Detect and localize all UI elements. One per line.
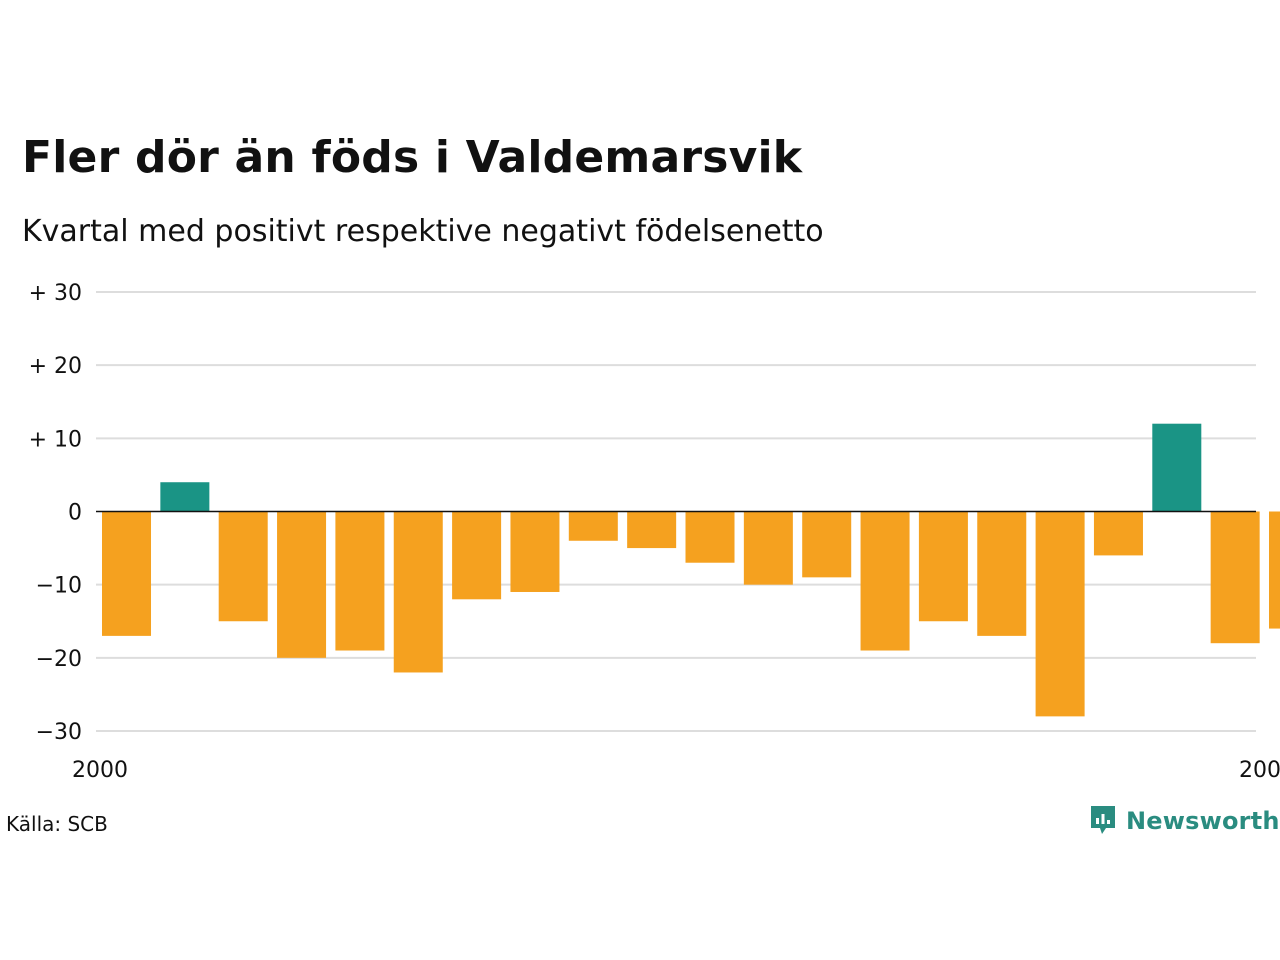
bar <box>393 511 443 673</box>
y-tick-label: −20 <box>36 647 82 672</box>
brand-name: Newsworthy <box>1126 807 1280 835</box>
bar <box>743 511 793 585</box>
bar <box>160 482 210 512</box>
y-tick-label: + 10 <box>29 427 82 452</box>
y-tick-label: 0 <box>68 501 82 526</box>
bar <box>277 511 327 658</box>
x-tick-label: 2000 <box>72 758 128 783</box>
y-tick-label: −10 <box>36 574 82 599</box>
x-tick-label: 2005 <box>1239 758 1280 783</box>
x-axis-labels: 20002005201020152020 <box>72 758 1280 783</box>
chart-title: Fler dör än föds i Valdemarsvik <box>22 132 803 183</box>
bar <box>335 511 385 651</box>
bars <box>96 423 1280 717</box>
bar <box>452 511 502 600</box>
bar <box>1269 511 1280 629</box>
bar <box>218 511 268 622</box>
bar <box>510 511 560 592</box>
newsworthy-logo-icon <box>1091 806 1115 834</box>
bar <box>102 511 152 636</box>
bar <box>802 511 852 578</box>
y-axis-labels: + 30 + 20 + 10 0 −10 −20 −30 <box>29 281 82 745</box>
newsworthy-logo: Newsworthy <box>1088 804 1280 838</box>
bar-chart: + 30+ 20+ 100−10−20−30 20002005201020152… <box>29 281 1280 783</box>
bar <box>1152 423 1202 512</box>
bar <box>627 511 677 549</box>
bar <box>685 511 735 563</box>
bar <box>568 511 618 541</box>
bar <box>1210 511 1260 644</box>
bar <box>918 511 968 622</box>
y-tick-label: −30 <box>36 720 82 745</box>
bar <box>860 511 910 651</box>
bar <box>1093 511 1143 556</box>
y-tick-label: + 20 <box>29 354 82 379</box>
source-note: Källa: SCB <box>6 812 108 836</box>
bar <box>977 511 1027 636</box>
y-tick-label: + 30 <box>29 281 82 306</box>
chart-subtitle: Kvartal med positivt respektive negativt… <box>22 214 824 249</box>
bar <box>1035 511 1085 717</box>
